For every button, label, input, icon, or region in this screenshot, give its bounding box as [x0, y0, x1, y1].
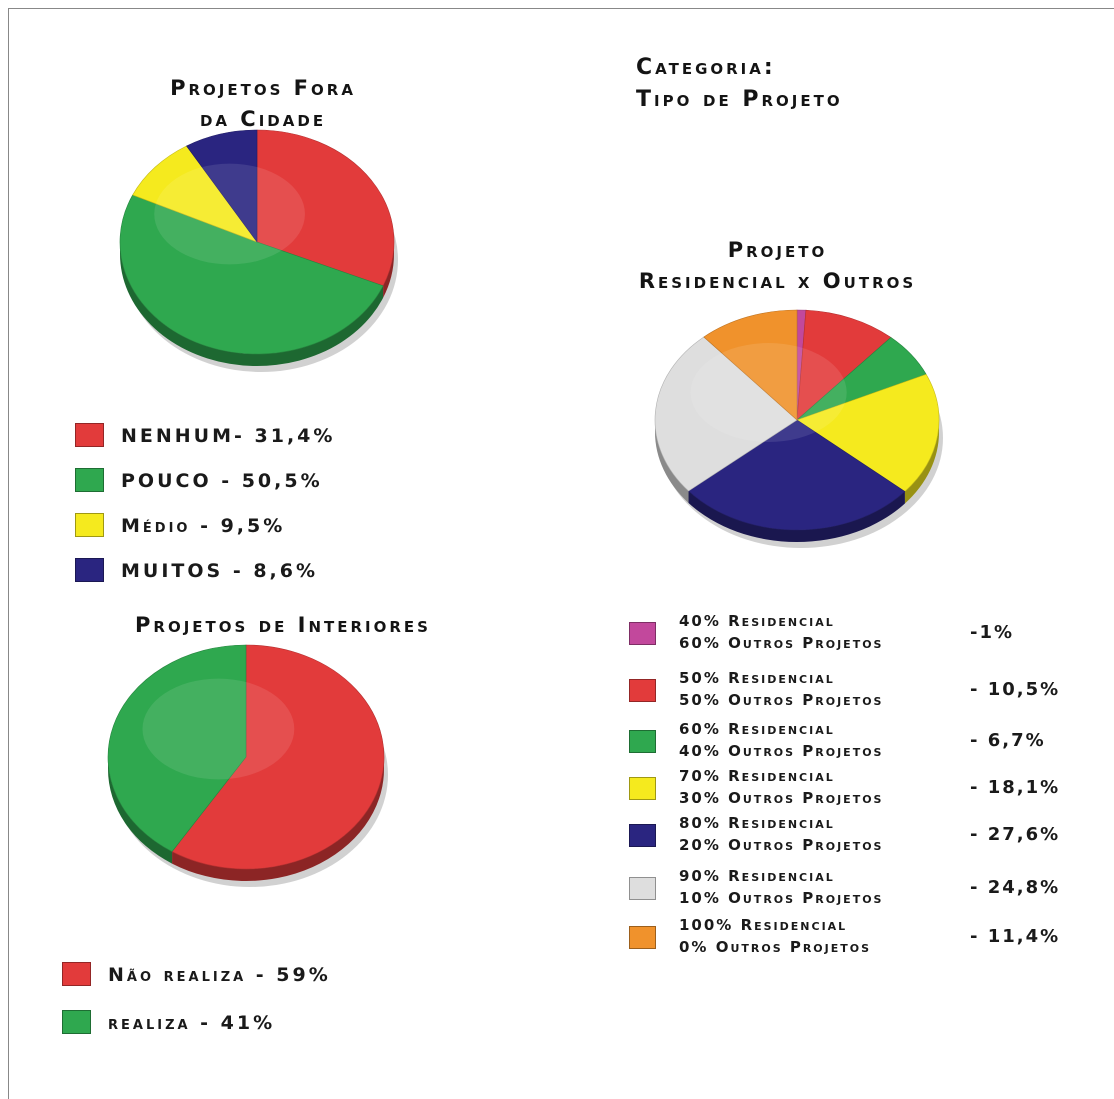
pie-slice — [132, 145, 258, 243]
legend-item: 50% Residencial 50% Outros Projetos - 10,5… — [625, 667, 1095, 713]
pie-slice — [688, 419, 906, 531]
chart1-title-line2: da Cidade — [199, 107, 327, 131]
pie-slice — [796, 309, 892, 421]
legend-item: POUCO - 50,5% — [75, 468, 435, 494]
pie-slice — [119, 194, 384, 355]
pie-slice — [654, 336, 798, 492]
pie-slice-side — [172, 757, 384, 881]
chart3-legend: 40% Residencial 60% Outros Projetos -1% 50%… — [625, 610, 1095, 970]
chart2-legend: Não realiza - 59% realiza - 41% — [62, 962, 422, 1052]
legend-swatch — [629, 622, 656, 645]
legend-swatch — [75, 468, 104, 492]
legend-swatch — [629, 926, 656, 949]
pie-slice — [186, 129, 258, 243]
pie-slice-side — [688, 490, 905, 542]
legend-line2: 0% Outros Projetos — [679, 938, 872, 956]
legend-item: 100% Residencial 0% Outros Projetos - 11,4… — [625, 914, 1095, 960]
legend-line1: 100% Residencial — [679, 916, 848, 934]
pie-highlight — [142, 678, 295, 780]
legend-item: 60% Residencial 40% Outros Projetos - 6,7% — [625, 718, 1095, 764]
legend-swatch — [75, 558, 104, 582]
legend-item: MUITOS - 8,6% — [75, 558, 435, 584]
legend-line1: 90% Residencial — [679, 867, 835, 885]
legend-percent: -1% — [970, 622, 1015, 643]
legend-item: realiza - 41% — [62, 1010, 422, 1036]
chart1-title: Projetos Fora da Cidade — [118, 73, 408, 135]
legend-swatch — [62, 962, 91, 986]
pie-slice — [796, 373, 940, 492]
legend-item: 80% Residencial 20% Outros Projetos - 27,6… — [625, 812, 1095, 858]
chart2-pie — [107, 644, 388, 887]
pie-slice — [171, 644, 385, 870]
legend-swatch — [62, 1010, 91, 1034]
legend-label: Não realiza - 59% — [108, 964, 331, 986]
legend-swatch — [629, 730, 656, 753]
pie-slice-side — [108, 757, 173, 864]
legend-line1: 80% Residencial — [679, 814, 835, 832]
legend-line2: 50% Outros Projetos — [679, 691, 884, 709]
legend-line2: 30% Outros Projetos — [679, 789, 884, 807]
legend-percent: - 27,6% — [970, 824, 1061, 845]
legend-line2: 40% Outros Projetos — [679, 742, 884, 760]
legend-swatch — [629, 824, 656, 847]
chart2-title-line1: Projetos de Interiores — [135, 613, 431, 637]
legend-percent: - 11,4% — [970, 926, 1061, 947]
legend-item: Médio - 9,5% — [75, 513, 435, 539]
legend-swatch — [629, 777, 656, 800]
pie-slice-side — [904, 420, 939, 504]
pie-slice — [256, 129, 395, 287]
legend-percent: - 10,5% — [970, 679, 1061, 700]
chart2-title: Projetos de Interiores — [78, 610, 488, 641]
chart3-title-line2: Residencial x Outros — [638, 269, 917, 293]
legend-line2: 10% Outros Projetos — [679, 889, 884, 907]
legend-line1: 60% Residencial — [679, 720, 835, 738]
legend-line1: 50% Residencial — [679, 669, 835, 687]
chart1-legend: NENHUM- 31,4% POUCO - 50,5% Médio - 9,5% MU… — [75, 423, 435, 593]
legend-swatch — [629, 679, 656, 702]
legend-label: realiza - 41% — [108, 1012, 276, 1034]
chart3-title: Projeto Residencial x Outros — [590, 235, 965, 297]
legend-label: MUITOS - 8,6% — [121, 560, 319, 582]
legend-line1: 40% Residencial — [679, 612, 835, 630]
legend-swatch — [629, 877, 656, 900]
legend-item: NENHUM- 31,4% — [75, 423, 435, 449]
pie-highlight — [154, 163, 305, 265]
legend-label: Médio - 9,5% — [121, 515, 286, 537]
pie-slice-side — [383, 242, 394, 298]
legend-percent: - 18,1% — [970, 777, 1061, 798]
chart1-title-line1: Projetos Fora — [170, 76, 356, 100]
chart3-title-line1: Projeto — [727, 238, 828, 262]
pie-slice — [703, 309, 798, 421]
legend-label: POUCO - 50,5% — [121, 470, 323, 492]
legend-item: 70% Residencial 30% Outros Projetos - 18,1… — [625, 765, 1095, 811]
legend-percent: - 6,7% — [970, 730, 1046, 751]
page-frame — [8, 8, 1114, 1099]
legend-item: 90% Residencial 10% Outros Projetos - 24,8… — [625, 865, 1095, 911]
chart3-pie — [654, 309, 943, 548]
legend-item: 40% Residencial 60% Outros Projetos -1% — [625, 610, 1095, 656]
pie-highlight — [690, 343, 847, 442]
chart1-pie — [119, 129, 398, 372]
category-header-line2: Tipo de Projeto — [636, 87, 843, 112]
category-header-line1: Categoria: — [636, 55, 776, 80]
legend-item: Não realiza - 59% — [62, 962, 422, 988]
category-header: Categoria: Tipo de Projeto — [636, 52, 843, 116]
legend-swatch — [75, 513, 104, 537]
pie-slice-side — [655, 420, 689, 503]
pie-slice — [107, 644, 247, 852]
legend-percent: - 24,8% — [970, 877, 1061, 898]
legend-label: NENHUM- 31,4% — [121, 425, 336, 447]
legend-swatch — [75, 423, 104, 447]
legend-line2: 60% Outros Projetos — [679, 634, 884, 652]
legend-line2: 20% Outros Projetos — [679, 836, 884, 854]
legend-line1: 70% Residencial — [679, 767, 835, 785]
